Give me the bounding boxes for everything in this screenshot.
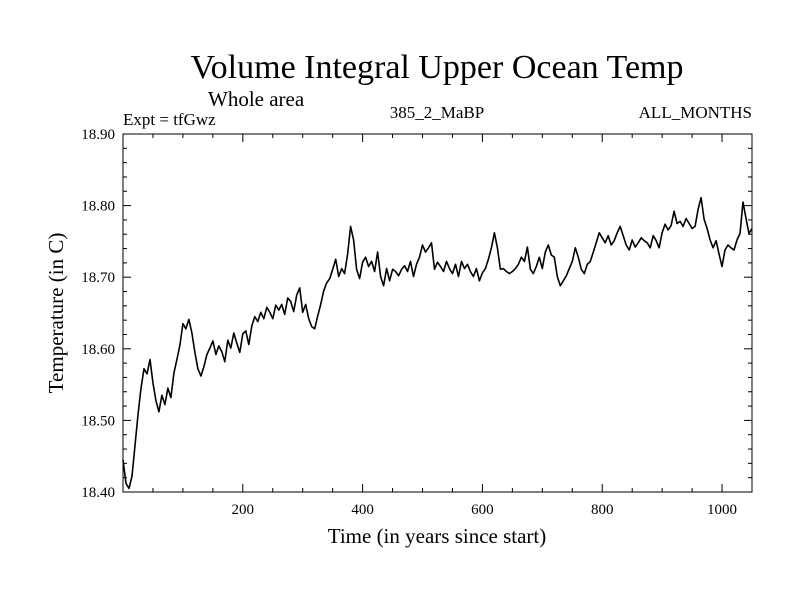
- y-axis-ticks: 18.40 18.50 18.60 18.70 18.80 18.90: [81, 127, 752, 501]
- temperature-series-line: [122, 196, 753, 490]
- x-tick-label: 400: [351, 502, 374, 518]
- months-label: ALL_MONTHS: [639, 103, 752, 122]
- run-label: 385_2_MaBP: [390, 103, 484, 122]
- chart-title: Volume Integral Upper Ocean Temp: [191, 49, 684, 86]
- y-tick-label: 18.90: [81, 127, 115, 143]
- y-tick-label: 18.60: [81, 342, 115, 358]
- x-tick-label: 600: [471, 502, 494, 518]
- plot-frame: [122, 133, 753, 493]
- x-tick-label: 200: [232, 502, 255, 518]
- x-tick-label: 800: [591, 502, 614, 518]
- y-tick-label: 18.70: [81, 270, 115, 286]
- x-axis-ticks: 200 400 600 800 1000: [152, 134, 737, 518]
- x-tick-label: 1000: [707, 502, 737, 518]
- y-axis-label: Temperature (in C): [44, 233, 68, 394]
- y-tick-label: 18.80: [81, 199, 115, 215]
- x-axis-label: Time (in years since start): [328, 524, 547, 548]
- y-tick-label: 18.50: [81, 413, 115, 429]
- experiment-label: Expt = tfGwz: [123, 110, 216, 129]
- chart-subtitle: Whole area: [208, 87, 305, 111]
- y-tick-label: 18.40: [81, 485, 115, 501]
